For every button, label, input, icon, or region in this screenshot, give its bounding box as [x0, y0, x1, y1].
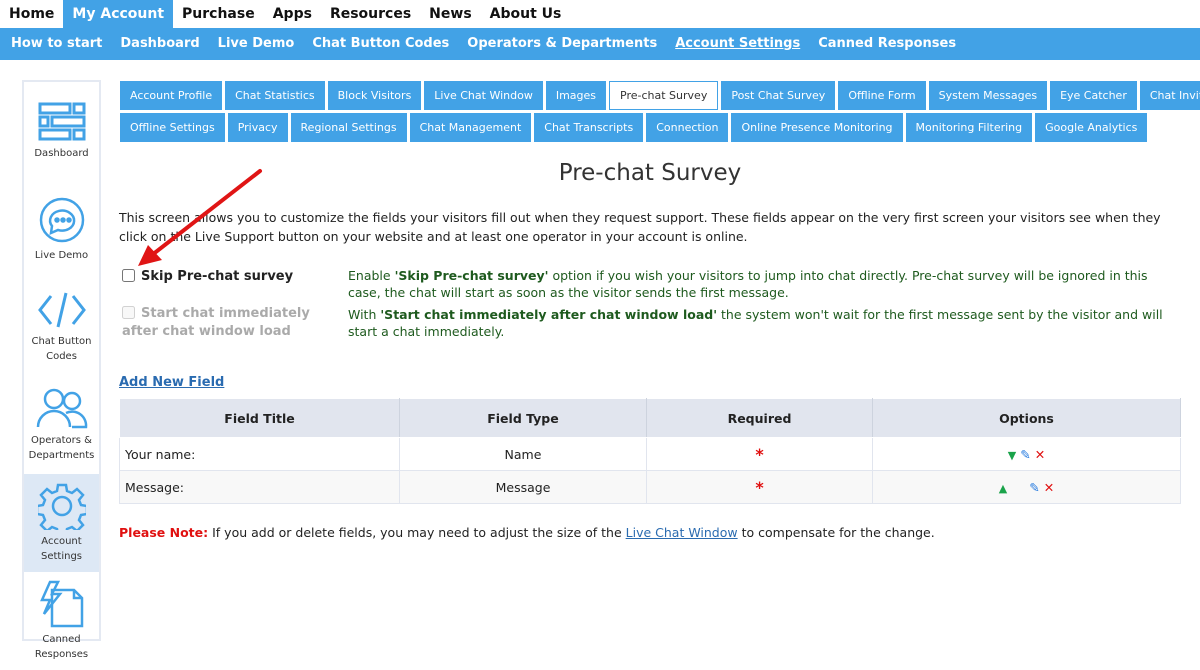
- tab-chat-transcripts[interactable]: Chat Transcripts: [534, 113, 644, 142]
- column-header: Required: [646, 398, 873, 438]
- tab-account-profile[interactable]: Account Profile: [120, 81, 223, 110]
- tab-live-chat-window[interactable]: Live Chat Window: [424, 81, 543, 110]
- field-title: Your name:: [119, 437, 400, 471]
- sidebar-item-label: Account Settings: [40, 536, 82, 562]
- sidebar-item-label: Operators & Departments: [28, 435, 95, 461]
- column-header: Options: [872, 398, 1181, 438]
- top-nav-apps[interactable]: Apps: [272, 6, 312, 22]
- top-nav-news[interactable]: News: [429, 6, 472, 22]
- sidebar: Dashboard Live Demo Chat Button Codes Op…: [22, 80, 101, 660]
- sidebar-item-chat-button-codes[interactable]: Chat Button Codes: [24, 278, 99, 376]
- tab-images[interactable]: Images: [545, 81, 607, 110]
- tab-regional-settings[interactable]: Regional Settings: [290, 113, 407, 142]
- delete-x-icon[interactable]: ✕: [1043, 479, 1055, 495]
- tab-connection[interactable]: Connection: [646, 113, 729, 142]
- edit-pencil-icon[interactable]: ✎: [1029, 479, 1040, 495]
- move-up-icon[interactable]: ▲: [998, 481, 1008, 495]
- tab-offline-form[interactable]: Offline Form: [838, 81, 926, 110]
- sidebar-item-operators[interactable]: Operators & Departments: [24, 376, 99, 474]
- tab-chat-statistics[interactable]: Chat Statistics: [225, 81, 325, 110]
- settings-tabs: Account Profile Chat Statistics Block Visi…: [120, 81, 1200, 145]
- edit-pencil-icon[interactable]: ✎: [1020, 446, 1031, 462]
- users-icon: [36, 388, 87, 429]
- tab-offline-settings[interactable]: Offline Settings: [120, 113, 225, 142]
- sidebar-item-label: Canned Responses: [34, 634, 89, 660]
- start-immediately-description: With 'Start chat immediately after chat …: [348, 307, 1163, 339]
- add-new-field-link[interactable]: Add New Field: [119, 375, 225, 390]
- field-title: Message:: [119, 470, 400, 504]
- sidebar-item-live-demo[interactable]: Live Demo: [24, 180, 99, 278]
- skip-prechat-option[interactable]: Skip Pre-chat survey: [122, 268, 342, 286]
- table-row: Message: Message * ▲ ✎ ✕: [119, 470, 1181, 504]
- tab-eye-catcher[interactable]: Eye Catcher: [1050, 81, 1137, 110]
- document-bolt-icon: [39, 580, 83, 628]
- field-type: Message: [399, 470, 647, 504]
- sub-nav-canned-responses[interactable]: Canned Responses: [818, 36, 957, 51]
- sidebar-item-label: Dashboard: [34, 147, 89, 159]
- tab-google-analytics[interactable]: Google Analytics: [1035, 113, 1148, 142]
- top-nav-about-us[interactable]: About Us: [489, 6, 562, 22]
- sub-nav-chat-button-codes[interactable]: Chat Button Codes: [312, 36, 450, 51]
- tab-system-messages[interactable]: System Messages: [928, 81, 1048, 110]
- sub-nav: How to start Dashboard Live Demo Chat Bu…: [0, 28, 1200, 60]
- live-chat-window-link[interactable]: Live Chat Window: [625, 525, 738, 540]
- fields-table: Field Title Field Type Required Options You…: [119, 398, 1181, 504]
- skip-prechat-checkbox[interactable]: [122, 269, 135, 282]
- required-asterisk: *: [755, 477, 764, 497]
- sub-nav-live-demo[interactable]: Live Demo: [217, 36, 295, 51]
- page-title: Pre-chat Survey: [558, 160, 742, 186]
- tab-chat-management[interactable]: Chat Management: [409, 113, 532, 142]
- column-header: Field Type: [399, 398, 647, 438]
- sub-nav-how-to-start[interactable]: How to start: [11, 36, 103, 51]
- sidebar-item-label: Chat Button Codes: [31, 336, 92, 362]
- move-down-icon[interactable]: ▼: [1007, 448, 1017, 462]
- sub-nav-dashboard[interactable]: Dashboard: [120, 36, 200, 51]
- intro-text: This screen allows you to customize the …: [119, 210, 1161, 244]
- sub-nav-account-settings[interactable]: Account Settings: [675, 36, 801, 51]
- tab-online-presence-monitoring[interactable]: Online Presence Monitoring: [731, 113, 903, 142]
- sidebar-item-dashboard[interactable]: Dashboard: [24, 82, 99, 180]
- top-nav-home[interactable]: Home: [9, 6, 55, 22]
- start-immediately-option: Start chat immediately after chat window…: [122, 305, 342, 341]
- tab-privacy[interactable]: Privacy: [227, 113, 288, 142]
- dashboard-icon: [38, 102, 85, 140]
- tab-monitoring-filtering[interactable]: Monitoring Filtering: [905, 113, 1033, 142]
- top-nav-my-account[interactable]: My Account: [63, 0, 174, 28]
- top-nav-resources[interactable]: Resources: [329, 6, 412, 22]
- required-asterisk: *: [755, 444, 764, 464]
- column-header: Field Title: [119, 398, 400, 438]
- tab-block-visitors[interactable]: Block Visitors: [327, 81, 422, 110]
- option-label: Start chat immediately after chat window…: [122, 306, 310, 339]
- start-immediately-checkbox: [122, 306, 135, 319]
- skip-prechat-description: Enable 'Skip Pre-chat survey' option if …: [348, 268, 1148, 300]
- please-note: Please Note: If you add or delete fields…: [119, 525, 935, 540]
- sidebar-item-account-settings[interactable]: Account Settings: [24, 474, 99, 572]
- code-icon: [37, 292, 86, 328]
- top-nav: Home My Account Purchase Apps Resources …: [0, 0, 1200, 28]
- tab-chat-invitation[interactable]: Chat Invitation: [1139, 81, 1200, 110]
- delete-x-icon[interactable]: ✕: [1034, 446, 1046, 462]
- sidebar-item-label: Live Demo: [34, 249, 89, 261]
- chat-bubble-icon: [39, 197, 84, 242]
- gear-icon: [37, 483, 86, 530]
- option-label: Skip Pre-chat survey: [141, 269, 294, 284]
- top-nav-purchase[interactable]: Purchase: [182, 6, 255, 22]
- sub-nav-operators[interactable]: Operators & Departments: [467, 36, 658, 51]
- tab-pre-chat-survey[interactable]: Pre-chat Survey: [609, 81, 719, 110]
- tab-post-chat-survey[interactable]: Post Chat Survey: [721, 81, 836, 110]
- sidebar-item-canned-responses[interactable]: Canned Responses: [24, 572, 99, 670]
